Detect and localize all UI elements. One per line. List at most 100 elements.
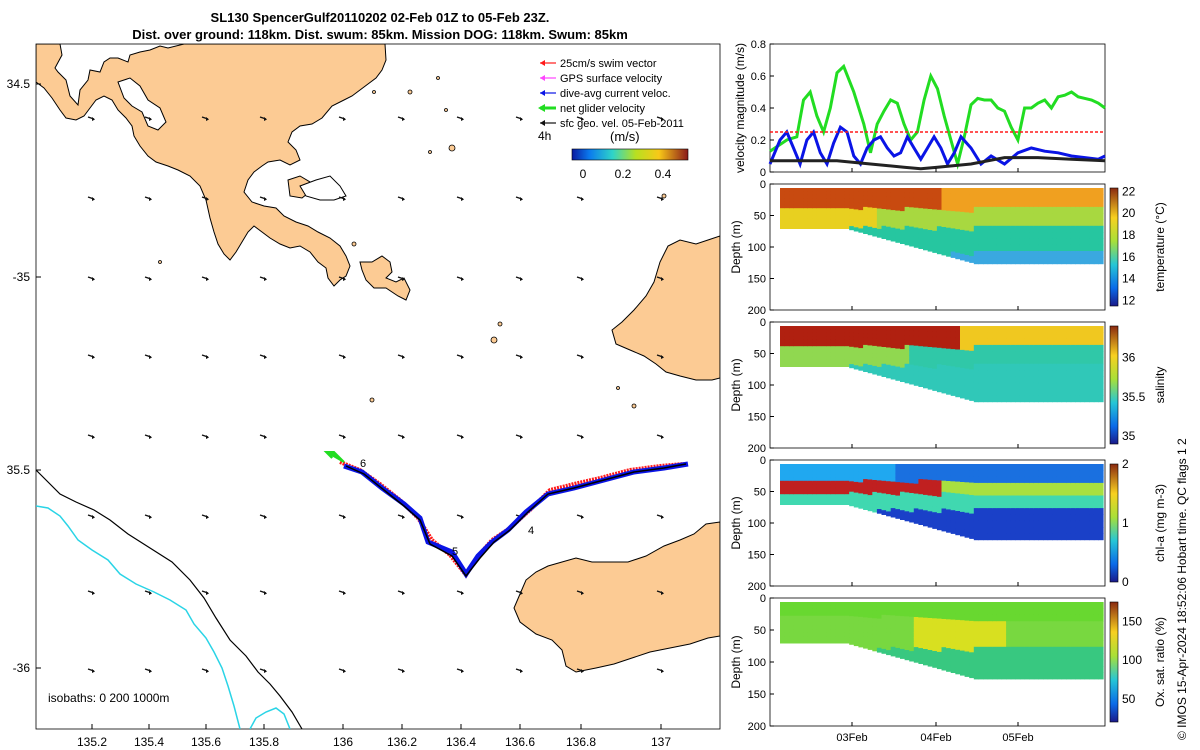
heatmap-cell (946, 233, 952, 240)
heatmap-cell (830, 191, 836, 196)
heatmap-cell (1001, 382, 1007, 390)
heatmap-cell (793, 501, 799, 505)
heatmap-cell (1033, 338, 1039, 346)
heatmap-cell (844, 464, 850, 468)
heatmap-cell (895, 366, 901, 372)
heatmap-cell (1015, 627, 1021, 635)
heatmap-cell (807, 326, 813, 330)
heatmap-cell (1010, 646, 1016, 654)
heatmap-cell (1033, 653, 1039, 661)
heatmap-cell (1006, 627, 1012, 635)
heatmap-cell (983, 188, 989, 195)
heatmap-cell (909, 631, 915, 637)
heatmap-cell (1070, 382, 1076, 390)
heatmap-cell (1066, 251, 1072, 258)
heatmap-cell (881, 606, 887, 612)
heatmap-cell (936, 629, 943, 636)
heatmap-cell (1079, 188, 1086, 195)
heatmap-cell (844, 484, 850, 489)
heatmap-cell (1061, 232, 1067, 239)
heatmap-cell (941, 469, 947, 476)
heatmap-cell (904, 240, 910, 246)
heatmap-cell (923, 372, 929, 378)
heatmap-cell (918, 193, 924, 199)
heatmap-cell (886, 351, 892, 357)
heatmap-cell (946, 515, 952, 522)
heatmap-cell (863, 471, 869, 476)
heatmap-cell (960, 662, 966, 670)
heatmap-cell (1043, 470, 1049, 478)
heatmap-cell (849, 605, 855, 610)
heatmap-cell (784, 477, 790, 482)
heatmap-cell (923, 346, 929, 353)
heatmap-cell (844, 608, 850, 613)
heatmap-cell (1033, 344, 1039, 352)
heatmap-cell (904, 464, 910, 470)
heatmap-cell (983, 225, 989, 233)
heatmap-cell (923, 489, 929, 496)
heatmap-cell (816, 221, 823, 226)
heatmap-cell (1024, 332, 1030, 340)
heatmap-cell (996, 672, 1003, 680)
heatmap-cell (1047, 476, 1053, 484)
heatmap-cell (793, 326, 799, 330)
heatmap-cell (900, 201, 906, 208)
heatmap-cell (895, 513, 901, 519)
heatmap-cell (1043, 376, 1049, 384)
heatmap-cell (798, 639, 804, 644)
heatmap-cell (784, 487, 790, 492)
heatmap-cell (1033, 508, 1039, 515)
heatmap-cell (927, 368, 933, 374)
heatmap-cell (876, 342, 883, 348)
day-label-6: 6 (360, 458, 366, 470)
heatmap-cell (923, 377, 929, 384)
heatmap-cell (1024, 627, 1030, 635)
heatmap-cell (895, 606, 901, 612)
heatmap-cell (1024, 395, 1030, 403)
heatmap-cell (946, 613, 952, 620)
heatmap-cell (1052, 533, 1058, 541)
heatmap-cell (1038, 389, 1044, 396)
heatmap-cell (858, 206, 864, 211)
heatmap-cell (1089, 194, 1095, 202)
heatmap-cell (793, 615, 799, 620)
land-yorke-tip (359, 255, 411, 301)
heatmap-cell (1006, 363, 1012, 371)
heatmap-cell (1010, 476, 1016, 484)
heatmap-cell (900, 330, 906, 336)
heatmap-cell (798, 484, 804, 489)
heatmap-cell (876, 480, 883, 486)
heatmap-cell (1024, 464, 1030, 471)
heatmap-cell (835, 194, 841, 199)
heatmap-cell (973, 219, 979, 227)
colorbar-temperature (1109, 187, 1119, 307)
heatmap-cell (793, 484, 799, 489)
heatmap-cell (858, 228, 864, 233)
heatmap-cell (849, 612, 855, 617)
heatmap-cell (1015, 257, 1021, 265)
heatmap-cell (1098, 188, 1104, 195)
heatmap-cell (840, 208, 846, 213)
heatmap-cell (881, 489, 887, 494)
heatmap-cell (853, 474, 859, 479)
heatmap-cell (793, 605, 799, 610)
heatmap-cell (784, 501, 790, 505)
heatmap-cell (987, 659, 993, 667)
heatmap-cell (1015, 370, 1021, 377)
heatmap-cell (803, 497, 809, 502)
heatmap-cell (992, 370, 998, 377)
sfc-arrow-head (264, 277, 267, 281)
heatmap-cell (881, 225, 887, 231)
heatmap-cell (780, 201, 786, 206)
heatmap-cell (826, 625, 832, 630)
heatmap-cell (941, 353, 947, 360)
heatmap-cell (918, 653, 924, 659)
heatmap-cell (1084, 482, 1090, 490)
heatmap-cell (996, 389, 1003, 396)
heatmap-cell (835, 470, 841, 475)
heatmap-cell (978, 621, 984, 629)
heatmap-cell (789, 198, 795, 203)
heatmap-cell (1024, 188, 1030, 195)
heatmap-cell (853, 220, 859, 225)
heatmap-cell (964, 657, 970, 665)
